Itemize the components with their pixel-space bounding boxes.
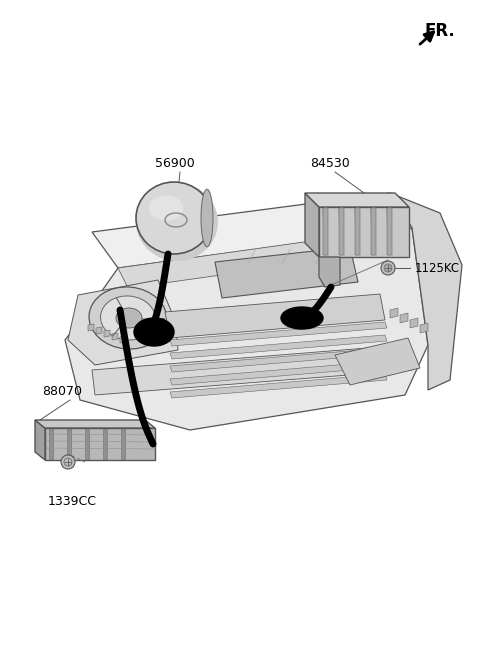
Polygon shape <box>92 345 412 395</box>
Polygon shape <box>319 207 409 257</box>
Text: 56900: 56900 <box>155 157 195 170</box>
Polygon shape <box>49 429 53 459</box>
Polygon shape <box>96 327 102 334</box>
Polygon shape <box>103 429 107 459</box>
Polygon shape <box>215 247 358 298</box>
Ellipse shape <box>136 182 212 254</box>
Ellipse shape <box>134 318 174 346</box>
Polygon shape <box>410 318 418 328</box>
Polygon shape <box>170 335 387 359</box>
Polygon shape <box>170 361 387 385</box>
Circle shape <box>384 264 392 272</box>
Text: 1125KC: 1125KC <box>415 262 460 274</box>
Polygon shape <box>65 228 428 430</box>
Ellipse shape <box>136 183 218 261</box>
Polygon shape <box>305 193 409 207</box>
Polygon shape <box>339 207 344 255</box>
Text: 88070: 88070 <box>42 385 82 398</box>
Polygon shape <box>170 374 387 398</box>
Polygon shape <box>305 193 319 257</box>
Polygon shape <box>170 348 387 372</box>
Polygon shape <box>390 193 462 390</box>
Ellipse shape <box>120 311 138 325</box>
Polygon shape <box>141 319 166 336</box>
Polygon shape <box>88 324 94 331</box>
Ellipse shape <box>149 195 183 220</box>
Text: 84530: 84530 <box>310 157 350 170</box>
Text: 1339CC: 1339CC <box>48 495 97 508</box>
Polygon shape <box>92 193 412 268</box>
Polygon shape <box>120 336 126 343</box>
Polygon shape <box>371 207 376 255</box>
Polygon shape <box>323 207 328 255</box>
Polygon shape <box>35 420 45 460</box>
Polygon shape <box>335 338 420 385</box>
Polygon shape <box>67 429 71 459</box>
Polygon shape <box>121 429 125 459</box>
Polygon shape <box>104 330 110 337</box>
Polygon shape <box>118 230 400 288</box>
Polygon shape <box>400 313 408 323</box>
Polygon shape <box>112 333 118 340</box>
Ellipse shape <box>89 287 167 349</box>
Polygon shape <box>68 280 178 365</box>
Polygon shape <box>387 207 392 255</box>
Ellipse shape <box>281 307 323 329</box>
Circle shape <box>61 455 75 469</box>
Polygon shape <box>420 323 428 333</box>
Polygon shape <box>45 428 155 460</box>
Text: FR.: FR. <box>424 22 455 40</box>
Polygon shape <box>35 420 155 428</box>
Polygon shape <box>165 294 385 338</box>
Polygon shape <box>170 322 387 346</box>
Polygon shape <box>85 429 89 459</box>
Polygon shape <box>319 257 340 287</box>
Polygon shape <box>390 308 398 318</box>
Polygon shape <box>355 207 360 255</box>
Ellipse shape <box>201 189 213 247</box>
Circle shape <box>381 261 395 275</box>
Ellipse shape <box>100 296 156 340</box>
Ellipse shape <box>116 308 142 328</box>
